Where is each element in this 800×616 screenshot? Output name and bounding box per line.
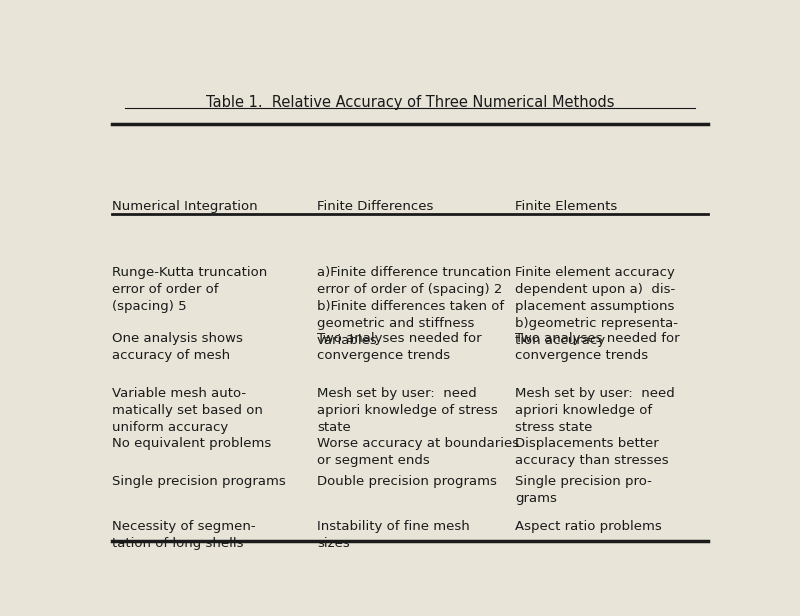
Text: Mesh set by user:  need
apriori knowledge of
stress state: Mesh set by user: need apriori knowledge… bbox=[515, 387, 675, 434]
Text: Necessity of segmen-
tation of long shells: Necessity of segmen- tation of long shel… bbox=[112, 520, 256, 550]
Text: No equivalent problems: No equivalent problems bbox=[112, 437, 272, 450]
Text: Two analyses needed for
convergence trends: Two analyses needed for convergence tren… bbox=[515, 333, 680, 362]
Text: Mesh set by user:  need
apriori knowledge of stress
state: Mesh set by user: need apriori knowledge… bbox=[317, 387, 498, 434]
Text: Instability of fine mesh
sizes: Instability of fine mesh sizes bbox=[317, 520, 470, 550]
Text: Aspect ratio problems: Aspect ratio problems bbox=[515, 520, 662, 533]
Text: Displacements better
accuracy than stresses: Displacements better accuracy than stres… bbox=[515, 437, 669, 467]
Text: Variable mesh auto-
matically set based on
uniform accuracy: Variable mesh auto- matically set based … bbox=[112, 387, 263, 434]
Text: a)Finite difference truncation
error of order of (spacing) 2
b)Finite difference: a)Finite difference truncation error of … bbox=[317, 266, 511, 347]
Text: Single precision programs: Single precision programs bbox=[112, 475, 286, 488]
Text: Two analyses needed for
convergence trends: Two analyses needed for convergence tren… bbox=[317, 333, 482, 362]
Text: One analysis shows
accuracy of mesh: One analysis shows accuracy of mesh bbox=[112, 333, 243, 362]
Text: Double precision programs: Double precision programs bbox=[317, 475, 497, 488]
Text: Single precision pro-
grams: Single precision pro- grams bbox=[515, 475, 652, 505]
Text: Finite element accuracy
dependent upon a)  dis-
placement assumptions
b)geometri: Finite element accuracy dependent upon a… bbox=[515, 266, 678, 347]
Text: Worse accuracy at boundaries
or segment ends: Worse accuracy at boundaries or segment … bbox=[317, 437, 519, 467]
Text: Table 1.  Relative Accuracy of Three Numerical Methods: Table 1. Relative Accuracy of Three Nume… bbox=[206, 95, 614, 110]
Text: Finite Elements: Finite Elements bbox=[515, 200, 618, 213]
Text: Finite Differences: Finite Differences bbox=[317, 200, 434, 213]
Text: Numerical Integration: Numerical Integration bbox=[112, 200, 258, 213]
Text: Runge-Kutta truncation
error of order of
(spacing) 5: Runge-Kutta truncation error of order of… bbox=[112, 266, 268, 313]
